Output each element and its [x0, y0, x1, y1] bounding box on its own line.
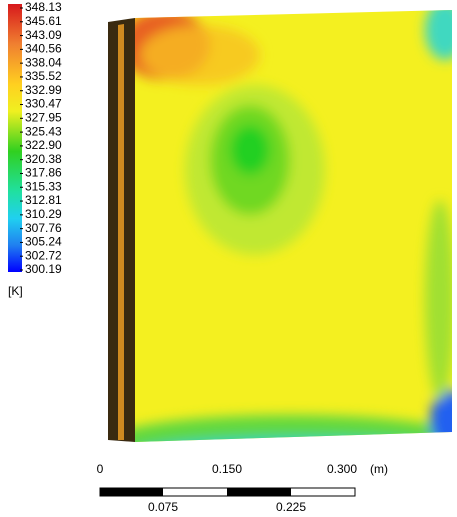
legend-label: 302.72 [25, 248, 62, 262]
legend-label: 325.43 [25, 124, 62, 138]
legend-label: 327.95 [25, 110, 62, 124]
scale-label: 0 [97, 462, 104, 476]
legend-label: 343.09 [25, 28, 62, 42]
legend-label: 300.19 [25, 262, 62, 276]
legend-unit: [K] [8, 284, 23, 298]
legend-label: 315.33 [25, 179, 62, 193]
contour-field [135, 10, 452, 442]
legend-label: 335.52 [25, 69, 62, 83]
legend-label: 305.24 [25, 235, 62, 249]
legend-label: 317.86 [25, 166, 62, 180]
legend-label: 338.04 [25, 55, 62, 69]
legend-labels: 348.13345.61343.09340.56338.04335.52332.… [20, 0, 62, 276]
legend-label: 345.61 [25, 14, 62, 28]
side-strip [118, 24, 124, 440]
legend-label: 322.90 [25, 138, 62, 152]
legend-label: 340.56 [25, 42, 62, 56]
scale-label: 0.150 [212, 462, 242, 476]
scale-label: 0.075 [148, 500, 178, 514]
legend-label: 307.76 [25, 221, 62, 235]
legend-label: 332.99 [25, 83, 62, 97]
legend-label: 312.81 [25, 193, 62, 207]
color-bar [8, 4, 22, 272]
scale-label: 0.225 [276, 500, 306, 514]
scale-unit: (m) [370, 462, 388, 476]
legend-label: 348.13 [25, 0, 62, 14]
scale-label: 0.300 [327, 462, 357, 476]
scale-bar [99, 487, 356, 497]
legend-label: 310.29 [25, 207, 62, 221]
legend-label: 330.47 [25, 97, 62, 111]
legend-label: 320.38 [25, 152, 62, 166]
